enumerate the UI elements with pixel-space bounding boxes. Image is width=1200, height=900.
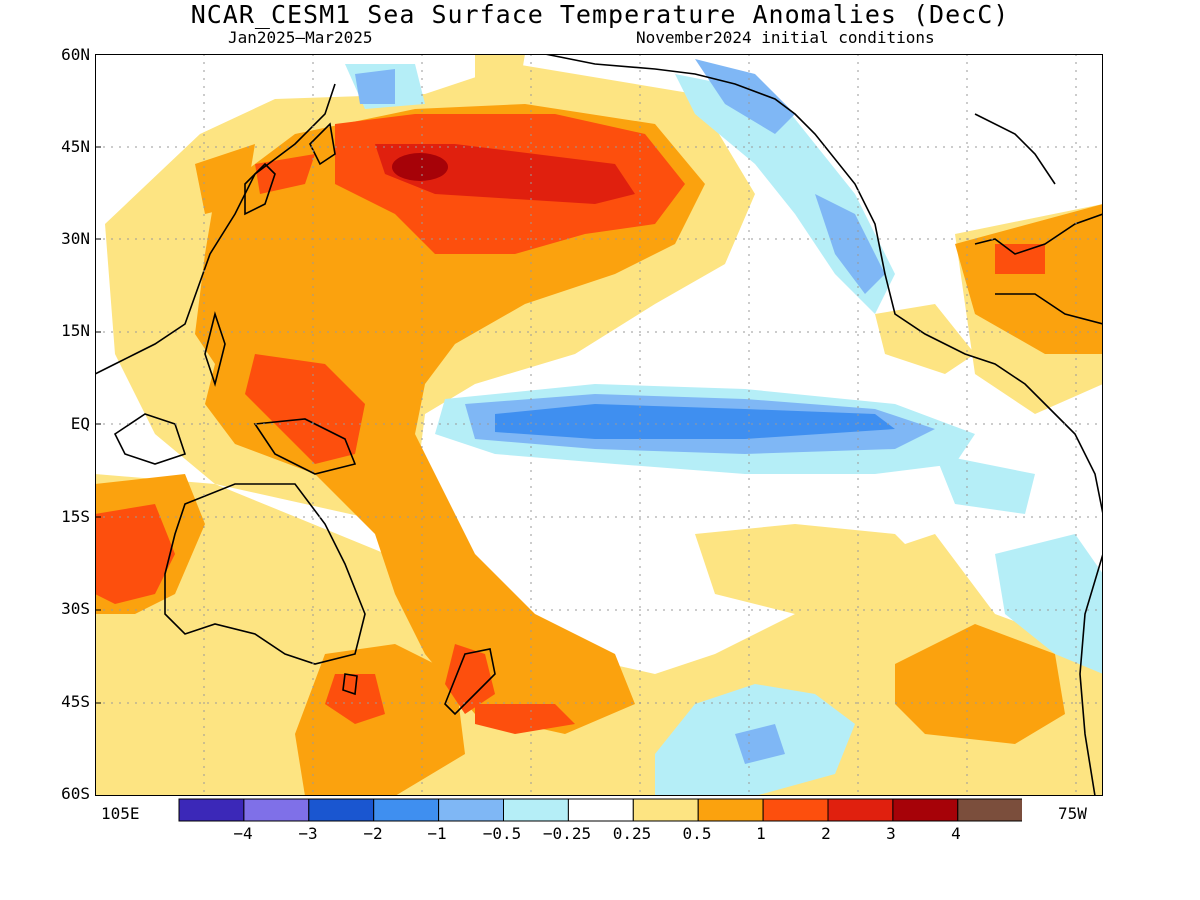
coast-americas-west <box>544 54 1103 515</box>
colorbar-box <box>697 798 764 822</box>
lon-label-75w: 75W <box>1058 804 1087 823</box>
lat-label-30s: 30S <box>61 599 90 618</box>
colorbar-label-3: 3 <box>886 824 896 843</box>
colorbar-label-neg2: −2 <box>363 824 383 843</box>
colorbar-label-neg4: −4 <box>233 824 253 843</box>
coast-new-guinea <box>253 418 357 475</box>
lon-label-105e: 105E <box>101 804 140 823</box>
coast-philippines <box>204 311 226 387</box>
map-frame <box>95 54 1103 796</box>
fill-band-neg-1 <box>495 404 895 439</box>
colorbar-box <box>892 798 959 822</box>
chart-title: NCAR_CESM1 Sea Surface Temperature Anoma… <box>190 0 1010 29</box>
colorbar-label-2: 2 <box>821 824 831 843</box>
colorbar-box <box>503 798 569 822</box>
lat-label-60s: 60S <box>61 784 90 803</box>
colorbar-box <box>957 798 1022 822</box>
colorbar-label-4: 4 <box>951 824 961 843</box>
coast-east-asia <box>95 83 336 375</box>
period-subtitle: Jan2025–Mar2025 <box>228 28 373 47</box>
coast-borneo <box>113 413 187 465</box>
colorbar-box <box>827 798 894 822</box>
colorbar-label-neg1: −1 <box>427 824 447 843</box>
lat-label-15s: 15S <box>61 507 90 526</box>
lat-label-45s: 45S <box>61 692 90 711</box>
initial-conditions-subtitle: November2024 initial conditions <box>636 28 935 47</box>
coast-new-zealand <box>444 648 496 716</box>
coast-hokkaido <box>309 122 336 166</box>
colorbar-label-neg0.25: −0.25 <box>542 824 592 843</box>
colorbar-box <box>308 798 375 822</box>
lat-label-15n: 15N <box>61 321 90 340</box>
colorbar-label-0.5: 0.5 <box>682 824 712 843</box>
fill-band-3-4 <box>392 153 448 181</box>
coast-south-america <box>1079 553 1103 796</box>
coast-caribbean <box>995 293 1103 325</box>
anomaly-fills <box>95 54 1103 796</box>
coast-japan <box>244 162 276 216</box>
coastlines <box>95 54 1103 796</box>
lat-label-eq: EQ <box>70 414 90 433</box>
lat-label-45n: 45N <box>61 137 90 156</box>
colorbar <box>178 798 1022 822</box>
colorbar-boxes <box>178 798 1022 822</box>
colorbar-box <box>762 798 829 822</box>
colorbar-box <box>438 798 505 822</box>
colorbar-box <box>373 798 440 822</box>
coast-gulf-mexico <box>974 213 1103 255</box>
gridlines <box>95 54 1103 796</box>
colorbar-box <box>178 798 245 822</box>
sst-anomaly-map <box>95 54 1103 796</box>
colorbar-box <box>243 798 310 822</box>
colorbar-label-neg0.5: −0.5 <box>482 824 522 843</box>
coast-tasmania <box>342 673 358 696</box>
lat-label-60n: 60N <box>61 45 90 64</box>
colorbar-box <box>632 798 699 822</box>
colorbar-label-neg3: −3 <box>298 824 318 843</box>
coast-australia <box>164 483 366 665</box>
colorbar-label-1: 1 <box>756 824 766 843</box>
colorbar-label-0.25: 0.25 <box>612 824 652 843</box>
coast-north-america-east <box>974 113 1056 185</box>
colorbar-box <box>567 798 634 822</box>
lat-label-30n: 30N <box>61 229 90 248</box>
